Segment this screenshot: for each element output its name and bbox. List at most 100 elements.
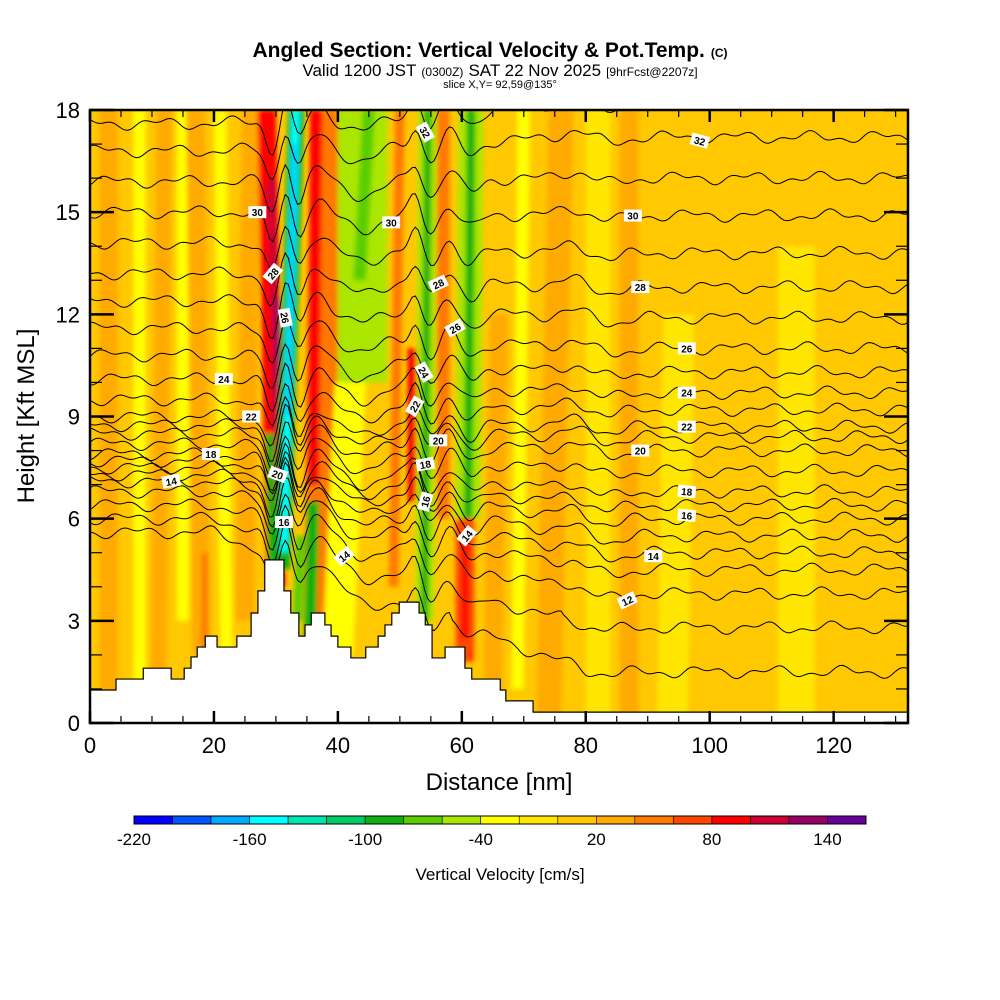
contour-label-text: 28 [635,283,647,294]
colorbar-tick-label: -160 [233,830,267,849]
colorbar-swatch [287,815,327,825]
contour-label-box [277,307,293,328]
velocity-streak [150,110,173,723]
svg-text:Valid 1200 JST(0300Z)SAT 22 No: Valid 1200 JST (0300Z) SAT 22 Nov 2025 [9hr… [302,61,697,80]
contour-label-box [644,550,663,563]
colorbar-tick-label: 140 [813,830,841,849]
velocity-streak [585,110,611,723]
contour-label-box [161,473,182,489]
contour-label-text: 26 [681,344,693,355]
contour-label-text: 30 [252,208,264,219]
velocity-streak [657,314,695,723]
contour-label-box [267,465,289,484]
contour-label-text: 16 [420,495,434,509]
y-tick-label: 15 [56,200,80,225]
contour-label-text: 26 [277,312,290,325]
contour-label: 20 [429,434,448,447]
contour-label-box [677,508,697,523]
contour-label-box [414,361,434,384]
y-tick-label: 6 [68,507,80,532]
contour-label: 12 [616,591,638,610]
velocity-streak [777,246,816,723]
contour-label: 16 [677,508,697,523]
velocity-streak [306,110,323,485]
colorbar-swatch [210,815,250,825]
contour-label: 28 [631,281,650,294]
velocity-streak [201,552,208,655]
theta-contour-20 [90,421,908,471]
contour-label-box [616,591,638,610]
theta-contours [90,110,908,680]
contour-label: 24 [214,373,233,386]
contour-label-box [274,516,293,529]
contour-label-box [382,216,401,229]
x-tick-label: 60 [450,733,474,758]
contour-label-text: 26 [448,321,464,336]
valid-utc: (0300Z) [421,65,463,79]
contour-label: 14 [161,473,182,489]
contour-label-text: 28 [432,278,447,293]
velocity-streak [186,110,211,655]
theta-contour-14 [90,475,908,563]
contour-label-box [677,386,696,399]
contour-label-box [214,373,233,386]
contour-label-text: 20 [635,447,647,458]
contour-label-text: 22 [408,399,423,415]
contour-label-text: 24 [681,389,693,400]
theta-contour-25 [90,343,908,389]
colorbar-tick-label: -220 [117,830,151,849]
colorbar-swatch [596,815,636,825]
contour-label: 20 [267,465,289,484]
y-tick-label: 12 [56,302,80,327]
theta-contour-31 [90,163,908,213]
theta-contour-22 [90,395,908,447]
colorbar-swatch [711,815,751,825]
contour-label: 24 [677,386,696,400]
contour-label-box [631,281,650,294]
contour-label-box [248,206,267,219]
contour-label: 26 [677,342,696,355]
x-axis-label: Distance [nm] [426,769,573,796]
colorbar-frame [133,815,867,825]
contour-label-box [623,209,642,222]
contour-label-box [417,491,434,512]
y-tick-label: 9 [68,405,80,430]
contour-label-box [201,447,220,460]
theta-contour-21 [90,403,908,462]
theta-contour-13 [90,485,908,579]
contour-label: 26 [277,307,293,328]
y-axis-label: Height [Kft MSL] [13,329,40,504]
contour-label: 30 [382,216,401,229]
theta-contour-11 [90,511,908,635]
theta-contour-33 [90,110,908,157]
y-tick-label: 0 [68,711,80,736]
x-tick-label: 120 [815,733,852,758]
contour-label: 18 [201,447,220,461]
velocity-streak [483,314,509,689]
x-tick-label: 100 [691,733,728,758]
theta-contour-16 [90,456,908,527]
velocity-streak [303,501,320,638]
contour-label-box [427,274,449,293]
velocity-streak [461,535,469,638]
colorbar-swatch [403,815,443,825]
theta-contour-32 [90,126,908,181]
contour-label-box [242,410,261,423]
contour-label: 20 [631,444,650,458]
contour-label-text: 22 [681,423,693,434]
contour-label: 32 [689,132,711,149]
contour-label: 16 [274,516,293,529]
colorbar-swatch [750,815,790,825]
contour-label-box [429,434,448,447]
terrain [90,559,908,723]
x-axis-ticklabels: 0 20 40 60 80 100 120 [84,733,852,758]
contour-label-text: 16 [681,511,693,523]
y-axis-ticklabels: 0 3 6 9 12 15 18 [56,98,80,736]
velocity-streak [353,110,376,281]
svg-text:Angled Section: Vertical Veloc: Angled Section: Vertical Velocity & Pot.… [252,39,727,62]
contour-label-box [415,456,436,472]
colorbar-swatch [634,815,674,825]
velocity-streak [389,110,405,587]
theta-contour-30 [90,193,908,243]
